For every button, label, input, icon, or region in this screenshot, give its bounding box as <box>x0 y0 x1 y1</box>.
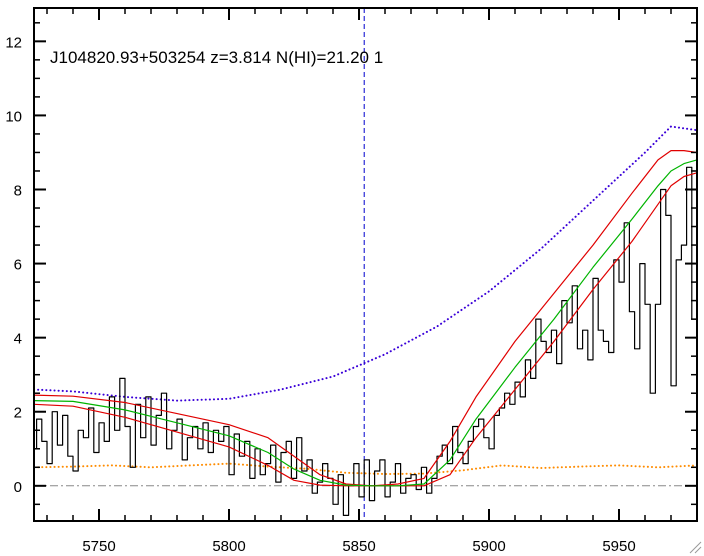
y-tick-label: 2 <box>14 405 22 422</box>
continuum-series <box>34 125 697 402</box>
error-series <box>34 462 697 475</box>
flux-step-series <box>34 166 697 516</box>
y-tick-label: 6 <box>14 257 22 274</box>
x-tick-label: 5900 <box>472 538 505 555</box>
chart-title: J104820.93+503254 z=3.814 N(HI)=21.20 1 <box>50 48 383 67</box>
model-upper-series <box>34 150 697 487</box>
x-tick-label: 5800 <box>212 538 245 555</box>
chart-marks <box>34 8 697 521</box>
y-tick-label: 0 <box>14 479 22 496</box>
x-tick-label: 5950 <box>602 538 635 555</box>
resize-grip-icon <box>689 541 702 554</box>
y-tick-label: 10 <box>5 108 22 125</box>
model-fit-series <box>34 159 697 487</box>
y-tick-label: 8 <box>14 182 22 199</box>
y-tick-label: 12 <box>5 34 22 51</box>
plot-frame <box>33 7 698 522</box>
axes: 5750 5800 5850 5900 5950 0 2 4 6 8 10 12 <box>5 8 698 555</box>
x-tick-label: 5850 <box>342 538 375 555</box>
x-tick-label: 5750 <box>82 538 115 555</box>
model-lower-series <box>34 172 697 487</box>
y-tick-label: 4 <box>14 331 22 348</box>
